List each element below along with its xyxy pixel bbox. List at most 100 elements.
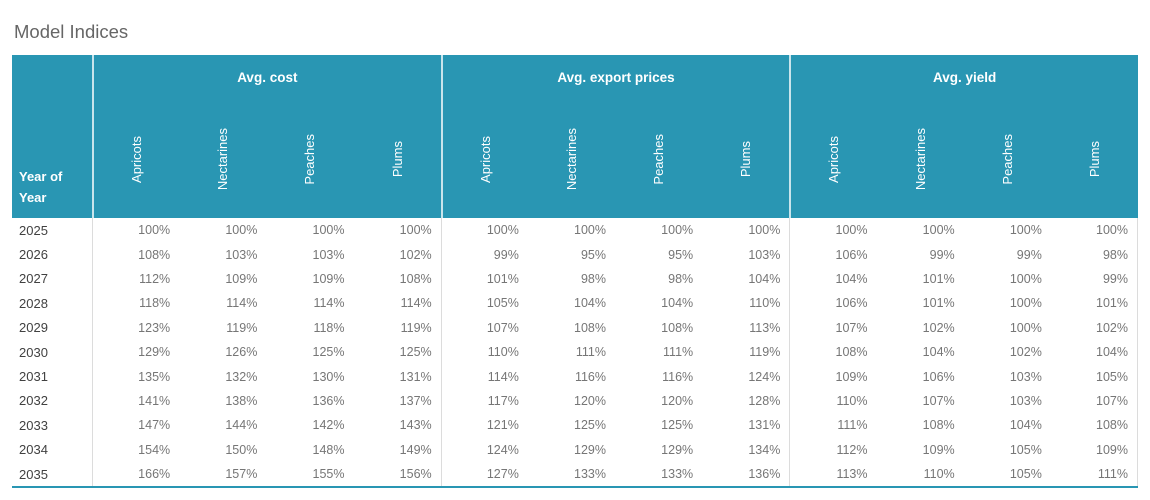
value-cell: 99% <box>963 242 1051 267</box>
column-header-label: Plums <box>389 140 405 178</box>
column-group-avg-export-prices: Avg. export prices <box>440 55 790 100</box>
value-cell: 105% <box>963 437 1051 462</box>
column-header-label: Peaches <box>651 133 667 185</box>
value-cell: 102% <box>963 339 1051 365</box>
value-cell: 116% <box>527 364 615 389</box>
value-cell: 101% <box>876 266 964 292</box>
value-cell: 100% <box>963 266 1051 292</box>
value-cell: 131% <box>702 413 790 438</box>
value-cell: 120% <box>614 388 703 414</box>
column-header-apricots: Apricots <box>789 100 877 218</box>
value-cell: 100% <box>963 315 1051 340</box>
value-cell: 110% <box>440 339 528 365</box>
value-cell: 108% <box>876 413 964 438</box>
value-cell: 130% <box>266 364 354 389</box>
column-header-nectarines: Nectarines <box>527 100 615 218</box>
value-cell: 104% <box>702 266 790 292</box>
value-cell: 98% <box>527 266 615 292</box>
value-cell: 109% <box>266 266 354 292</box>
value-cell: 95% <box>527 242 615 267</box>
value-cell: 125% <box>614 413 703 438</box>
value-cell: 121% <box>440 413 528 438</box>
value-cell: 149% <box>353 437 441 462</box>
value-cell: 100% <box>527 218 615 243</box>
value-cell: 104% <box>963 413 1051 438</box>
column-header-nectarines: Nectarines <box>179 100 267 218</box>
value-cell: 100% <box>353 218 441 243</box>
value-cell: 114% <box>179 291 267 316</box>
value-cell: 125% <box>266 339 354 365</box>
value-cell: 132% <box>179 364 267 389</box>
value-cell: 119% <box>179 315 267 340</box>
year-cell: 2032 <box>12 388 92 414</box>
column-header-plums: Plums <box>1050 100 1138 218</box>
column-header-label: Plums <box>1086 140 1102 178</box>
value-cell: 104% <box>876 339 964 365</box>
value-cell: 143% <box>353 413 441 438</box>
column-header-label: Peaches <box>302 133 318 185</box>
value-cell: 95% <box>614 242 703 267</box>
value-cell: 98% <box>614 266 703 292</box>
value-cell: 100% <box>92 218 180 243</box>
value-cell: 110% <box>876 461 964 487</box>
value-cell: 148% <box>266 437 354 462</box>
value-cell: 118% <box>92 291 180 316</box>
column-header-label: Apricots <box>129 135 145 183</box>
value-cell: 107% <box>789 315 877 340</box>
value-cell: 107% <box>876 388 964 414</box>
value-cell: 134% <box>702 437 790 462</box>
value-cell: 142% <box>266 413 354 438</box>
page-title: Model Indices <box>14 21 129 42</box>
value-cell: 102% <box>1050 315 1138 340</box>
value-cell: 136% <box>702 461 790 487</box>
value-cell: 99% <box>440 242 528 267</box>
value-cell: 124% <box>702 364 790 389</box>
year-cell: 2031 <box>12 364 92 389</box>
column-group-avg-yield: Avg. yield <box>789 55 1138 100</box>
row-header-cell: Year of Year <box>12 55 92 218</box>
value-cell: 155% <box>266 461 354 487</box>
column-header-peaches: Peaches <box>614 100 703 218</box>
value-cell: 100% <box>266 218 354 243</box>
value-cell: 99% <box>1050 266 1138 292</box>
value-cell: 109% <box>789 364 877 389</box>
value-cell: 116% <box>614 364 703 389</box>
value-cell: 110% <box>789 388 877 414</box>
column-group-avg-cost: Avg. cost <box>92 55 441 100</box>
value-cell: 103% <box>266 242 354 267</box>
value-cell: 101% <box>876 291 964 316</box>
column-header-plums: Plums <box>353 100 441 218</box>
value-cell: 113% <box>789 461 877 487</box>
value-cell: 104% <box>614 291 703 316</box>
value-cell: 138% <box>179 388 267 414</box>
value-cell: 100% <box>876 218 964 243</box>
row-header-label-line1: Year of <box>19 169 63 185</box>
value-cell: 107% <box>1050 388 1138 414</box>
value-cell: 131% <box>353 364 441 389</box>
column-header-label: Nectarines <box>215 127 231 191</box>
value-cell: 100% <box>963 291 1051 316</box>
value-cell: 133% <box>614 461 703 487</box>
value-cell: 104% <box>527 291 615 316</box>
column-header-label: Apricots <box>826 135 842 183</box>
value-cell: 166% <box>92 461 180 487</box>
value-cell: 103% <box>179 242 267 267</box>
value-cell: 135% <box>92 364 180 389</box>
value-cell: 136% <box>266 388 354 414</box>
value-cell: 108% <box>527 315 615 340</box>
value-cell: 125% <box>527 413 615 438</box>
value-cell: 112% <box>789 437 877 462</box>
column-header-label: Nectarines <box>912 127 928 191</box>
value-cell: 103% <box>963 364 1051 389</box>
value-cell: 129% <box>92 339 180 365</box>
value-cell: 109% <box>1050 437 1138 462</box>
value-cell: 100% <box>614 218 703 243</box>
value-cell: 150% <box>179 437 267 462</box>
value-cell: 100% <box>702 218 790 243</box>
value-cell: 108% <box>1050 413 1138 438</box>
year-cell: 2028 <box>12 291 92 316</box>
year-cell: 2030 <box>12 339 92 365</box>
value-cell: 103% <box>702 242 790 267</box>
value-cell: 104% <box>1050 339 1138 365</box>
value-cell: 114% <box>440 364 528 389</box>
